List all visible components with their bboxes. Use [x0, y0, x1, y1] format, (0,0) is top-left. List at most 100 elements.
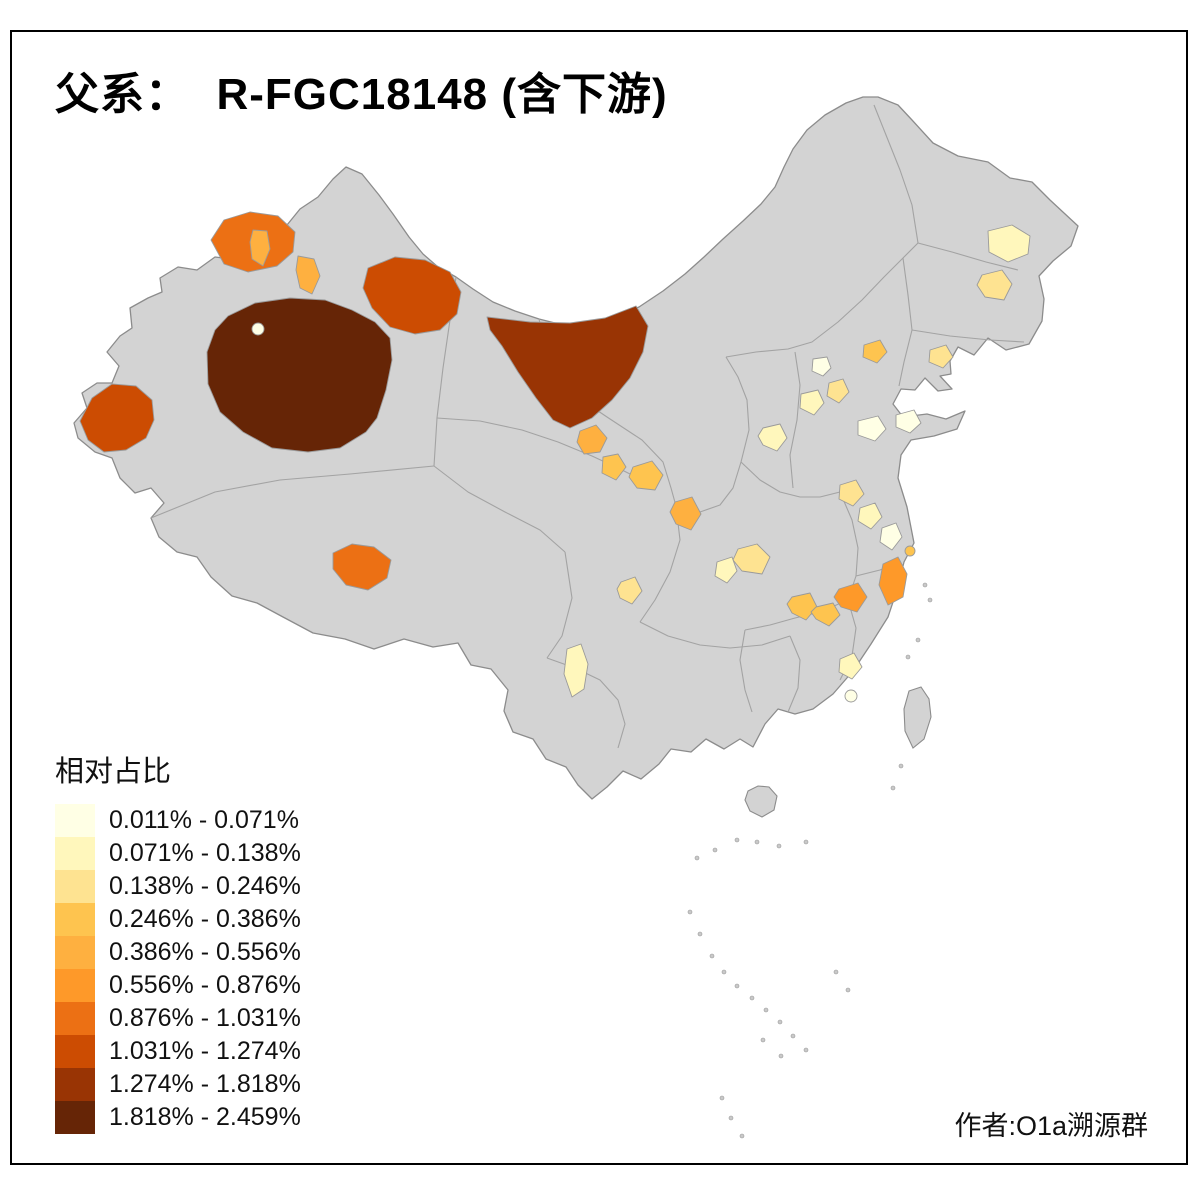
map-region-xinjiang-bortala	[295, 255, 321, 295]
map-region-sichuan-west	[714, 556, 738, 584]
small-island	[803, 839, 809, 845]
legend-swatch	[55, 870, 95, 903]
legend-label: 0.386% - 0.556%	[109, 938, 301, 966]
legend-swatch	[55, 1101, 95, 1134]
province-border	[740, 461, 841, 498]
province-border	[150, 465, 435, 519]
small-island	[777, 1019, 783, 1025]
map-region-beijing	[811, 356, 832, 377]
map-region-gansu-lanzhou	[628, 460, 664, 491]
attribution-text: 作者:O1a溯源群	[954, 1111, 1148, 1141]
hainan-island-shape	[744, 785, 778, 818]
province-border	[898, 329, 913, 387]
legend-row: 0.011% - 0.071%	[55, 804, 301, 837]
small-island	[694, 855, 700, 861]
map-region-shandong-east	[895, 409, 922, 434]
legend-swatch	[55, 1002, 95, 1035]
map-region-shanghai-dot	[904, 545, 916, 557]
small-island	[739, 1133, 745, 1139]
legend-row: 0.071% - 0.138%	[55, 837, 301, 870]
map-region-hebei-north	[799, 389, 825, 416]
legend-label: 0.138% - 0.246%	[109, 872, 301, 900]
legend-row: 1.818% - 2.459%	[55, 1101, 301, 1134]
legend-swatch	[55, 903, 95, 936]
small-island	[734, 837, 740, 843]
map-region-fujian-west	[838, 652, 863, 680]
legend-swatch	[55, 936, 95, 969]
map-region-henan-east	[857, 502, 883, 530]
province-border	[725, 242, 919, 358]
map-region-neimenggu-alxa	[486, 305, 649, 429]
small-island	[915, 637, 921, 643]
legend-row: 0.246% - 0.386%	[55, 903, 301, 936]
legend-row: 0.876% - 1.031%	[55, 1002, 301, 1035]
map-region-anhui-mid	[879, 522, 903, 551]
small-island	[721, 969, 727, 975]
small-island	[712, 847, 718, 853]
legend-swatch	[55, 1035, 95, 1068]
small-island	[760, 1037, 766, 1043]
legend-row: 1.031% - 1.274%	[55, 1035, 301, 1068]
map-region-liaoning-east	[928, 344, 954, 369]
taiwan-island-shape	[903, 686, 932, 749]
legend-row: 0.386% - 0.556%	[55, 936, 301, 969]
legend-row: 1.274% - 1.818%	[55, 1068, 301, 1101]
province-border	[639, 621, 791, 649]
map-region-gansu-mid	[601, 453, 627, 481]
small-island	[922, 582, 928, 588]
legend-row: 0.556% - 0.876%	[55, 969, 301, 1002]
map-region-yunnan-west	[563, 643, 589, 698]
province-border	[739, 629, 753, 713]
legend-label: 0.071% - 0.138%	[109, 839, 301, 867]
province-border	[917, 242, 1019, 271]
map-region-liaoning-west	[862, 339, 888, 364]
legend-title: 相对占比	[55, 756, 172, 788]
legend-label: 0.556% - 0.876%	[109, 971, 301, 999]
map-region-sichuan-aba	[616, 576, 643, 605]
legend-row: 0.138% - 0.246%	[55, 870, 301, 903]
legend-swatch	[55, 1068, 95, 1101]
small-island	[763, 1007, 769, 1013]
province-border	[839, 491, 859, 601]
legend-label: 1.274% - 1.818%	[109, 1070, 301, 1098]
small-island	[709, 953, 715, 959]
map-region-xinjiang-kashgar	[79, 383, 155, 453]
province-border	[433, 465, 566, 553]
small-island	[790, 1033, 796, 1039]
legend-swatch	[55, 969, 95, 1002]
map-region-xinjiang-bayingolin	[206, 297, 393, 453]
map-region-hunan-north	[810, 602, 841, 627]
map-region-tianjin	[826, 378, 850, 404]
map-region-guangdong-mid	[844, 689, 858, 703]
province-border	[546, 551, 573, 659]
legend-rows: 0.011% - 0.071% 0.071% - 0.138% 0.138% - 0…	[55, 804, 301, 1134]
map-region-gansu-west	[576, 424, 608, 455]
legend-label: 0.246% - 0.386%	[109, 905, 301, 933]
small-island	[833, 969, 839, 975]
small-island	[734, 983, 740, 989]
province-border	[789, 351, 801, 489]
map-region-ningxia-south	[669, 496, 702, 531]
page-title: 父系： R-FGC18148 (含下游)	[55, 70, 668, 119]
small-island	[905, 654, 911, 660]
map-region-xinjiang-tacheng-inner	[249, 229, 271, 267]
small-island	[687, 909, 693, 915]
legend-label: 1.818% - 2.459%	[109, 1103, 301, 1131]
small-island	[749, 995, 755, 1001]
small-island	[728, 1115, 734, 1121]
small-island	[719, 1095, 725, 1101]
legend-swatch	[55, 804, 95, 837]
small-island	[803, 1047, 809, 1053]
small-island	[754, 839, 760, 845]
map-region-hubei-south	[833, 582, 868, 613]
legend: 相对占比 0.011% - 0.071% 0.071% - 0.138% 0.138…	[55, 748, 301, 1134]
map-region-xinjiang-hami	[362, 256, 462, 335]
map-region-heilongjiang-east	[976, 269, 1013, 301]
map-region-shandong-west	[857, 415, 887, 442]
small-island	[898, 763, 904, 769]
map-region-henan-west	[838, 479, 865, 507]
province-border	[787, 635, 801, 713]
small-island	[778, 1053, 784, 1059]
province-border	[902, 257, 913, 331]
